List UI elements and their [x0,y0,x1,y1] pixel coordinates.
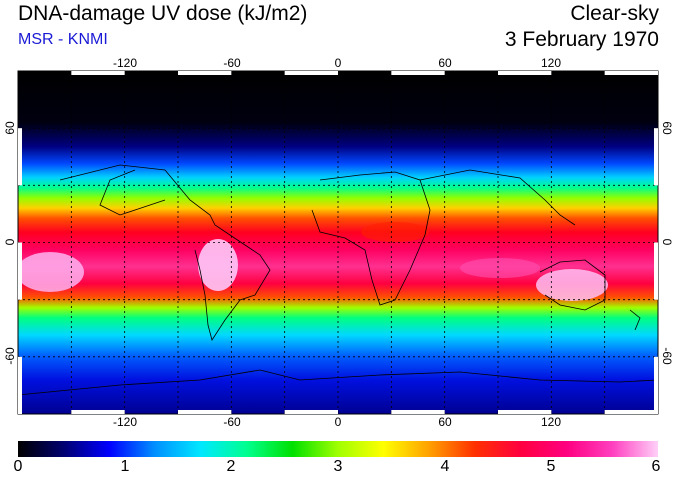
colorbar-label-6: 6 [651,458,661,475]
colorbar-label-0: 0 [13,458,23,475]
lon-label-top-5: 120 [540,56,562,70]
lon-label-bottom-3: 0 [334,415,342,429]
colorbar-label-4: 4 [440,458,450,475]
lat-label-right-3: -60 [660,347,674,365]
coast-antarctica [18,369,658,396]
colorbar [18,441,658,457]
frame-tick-left-0 [18,242,22,300]
lat-label-right-1: 60 [660,121,674,135]
lat-label-left-2: 0 [3,238,17,246]
lon-label-top-1: -120 [112,56,138,70]
frame-tick-left--60 [18,356,22,414]
frame-tick-right-60 [654,128,658,186]
hotspot-south-america [198,239,238,291]
coast-asia [419,169,576,226]
lon-label-bottom-2: -60 [223,415,241,429]
colorbar-label-5: 5 [546,458,556,475]
lon-label-bottom-5: 120 [540,415,562,429]
frame-tick-bottom--150 [71,410,125,414]
frame-tick-bottom-150 [604,410,658,414]
red-patch-africa [361,222,429,242]
frame-tick-top--150 [71,71,125,75]
frame-tick-top--90 [178,71,232,75]
coast-americas [59,164,271,341]
coast-new-zealand [629,309,641,331]
lon-label-top-2: -60 [223,56,241,70]
uv-field [18,71,658,414]
frame-tick-top-30 [391,71,445,75]
sky-condition: Clear-sky [570,2,659,25]
coast-north-america [99,169,166,216]
graticule [18,71,658,414]
frame-tick-bottom--90 [178,410,232,414]
lat-label-left-3: -60 [3,347,17,365]
frame-tick-top-90 [498,71,552,75]
frame-tick-right--60 [654,356,658,414]
coastlines [18,164,658,396]
frame-tick-top-150 [604,71,658,75]
colorbar-label-3: 3 [333,458,343,475]
map-title: DNA-damage UV dose (kJ/m2) [18,2,308,25]
hotspot-pacific [18,252,84,292]
lon-label-bottom-1: -120 [112,415,138,429]
colorbar-label-2: 2 [226,458,236,475]
lat-label-right-2: 0 [660,238,674,246]
lon-label-top-3: 0 [334,56,342,70]
frame-tick-bottom-30 [391,410,445,414]
map-source: MSR - KNMI [18,31,108,48]
frame-tick-bottom--30 [284,410,338,414]
hotspot-australia [536,269,608,301]
frame-tick-bottom-90 [498,410,552,414]
hotspot-indian-ocean [460,258,540,278]
map-date: 3 February 1970 [504,28,659,51]
coast-africa [311,171,431,306]
frame-ticks [18,71,658,414]
lon-label-bottom-4: 60 [438,415,452,429]
lon-label-top-4: 60 [438,56,452,70]
frame-tick-top--30 [284,71,338,75]
frame-tick-left-60 [18,128,22,186]
frame-tick-right-0 [654,242,658,300]
lat-label-left-1: 60 [3,121,17,135]
colorbar-label-1: 1 [120,458,130,475]
